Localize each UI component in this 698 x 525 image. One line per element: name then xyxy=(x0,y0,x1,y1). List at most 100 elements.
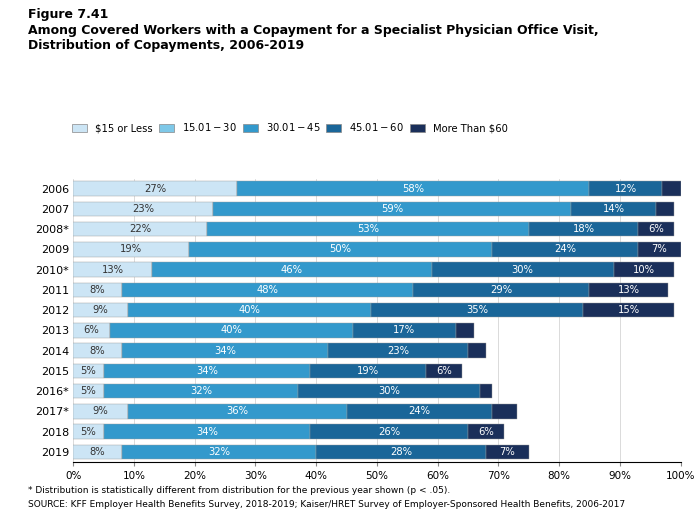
Text: 58%: 58% xyxy=(402,184,424,194)
Bar xyxy=(584,303,674,318)
Bar xyxy=(346,404,492,418)
Bar xyxy=(492,404,517,418)
Text: 28%: 28% xyxy=(390,447,413,457)
Bar xyxy=(122,282,413,297)
Text: 32%: 32% xyxy=(190,386,211,396)
Text: 19%: 19% xyxy=(120,244,142,255)
Bar xyxy=(73,181,237,196)
Text: 6%: 6% xyxy=(84,326,99,335)
Text: 7%: 7% xyxy=(651,244,667,255)
Bar xyxy=(110,323,352,338)
Legend: $15 or Less, $15.01 - $30, $30.01 - $45, $45.01 - $60, More Than $60: $15 or Less, $15.01 - $30, $30.01 - $45,… xyxy=(72,121,508,133)
Bar xyxy=(614,262,674,277)
Bar xyxy=(468,343,487,358)
Bar xyxy=(73,303,128,318)
Text: 34%: 34% xyxy=(214,345,236,355)
Text: 6%: 6% xyxy=(436,366,452,376)
Text: 5%: 5% xyxy=(80,427,96,437)
Text: 8%: 8% xyxy=(90,285,105,295)
Text: Distribution of Copayments, 2006-2019: Distribution of Copayments, 2006-2019 xyxy=(28,39,304,52)
Bar xyxy=(73,323,110,338)
Bar xyxy=(468,424,505,439)
Bar xyxy=(73,343,122,358)
Bar xyxy=(103,384,298,398)
Bar xyxy=(487,445,529,459)
Bar xyxy=(73,384,103,398)
Bar xyxy=(371,303,584,318)
Bar xyxy=(73,445,122,459)
Bar xyxy=(237,181,589,196)
Bar xyxy=(213,202,571,216)
Text: 13%: 13% xyxy=(618,285,640,295)
Bar xyxy=(73,222,207,236)
Bar xyxy=(122,445,316,459)
Bar xyxy=(638,242,681,257)
Bar xyxy=(128,404,346,418)
Bar xyxy=(456,323,474,338)
Text: 50%: 50% xyxy=(329,244,352,255)
Bar xyxy=(73,242,188,257)
Text: 30%: 30% xyxy=(512,265,533,275)
Text: 46%: 46% xyxy=(281,265,303,275)
Text: 8%: 8% xyxy=(90,447,105,457)
Bar xyxy=(310,364,426,378)
Text: 5%: 5% xyxy=(80,366,96,376)
Text: 22%: 22% xyxy=(129,224,151,234)
Text: Figure 7.41: Figure 7.41 xyxy=(28,8,108,21)
Text: 7%: 7% xyxy=(500,447,515,457)
Text: 29%: 29% xyxy=(491,285,512,295)
Text: 19%: 19% xyxy=(357,366,379,376)
Bar xyxy=(656,202,674,216)
Bar xyxy=(492,242,638,257)
Bar xyxy=(426,364,462,378)
Bar xyxy=(589,181,662,196)
Bar xyxy=(662,181,681,196)
Bar xyxy=(413,282,589,297)
Bar xyxy=(73,282,122,297)
Text: 27%: 27% xyxy=(144,184,166,194)
Text: 15%: 15% xyxy=(618,305,640,315)
Text: * Distribution is statistically different from distribution for the previous yea: * Distribution is statistically differen… xyxy=(28,486,450,495)
Text: 30%: 30% xyxy=(378,386,400,396)
Text: 26%: 26% xyxy=(378,427,400,437)
Bar xyxy=(328,343,468,358)
Text: 40%: 40% xyxy=(221,326,242,335)
Text: 59%: 59% xyxy=(381,204,403,214)
Bar xyxy=(571,202,656,216)
Bar xyxy=(431,262,614,277)
Text: SOURCE: KFF Employer Health Benefits Survey, 2018-2019; Kaiser/HRET Survey of Em: SOURCE: KFF Employer Health Benefits Sur… xyxy=(28,500,625,509)
Text: 6%: 6% xyxy=(648,224,664,234)
Bar xyxy=(310,424,468,439)
Bar xyxy=(122,343,328,358)
Bar xyxy=(73,364,103,378)
Text: 12%: 12% xyxy=(615,184,637,194)
Bar xyxy=(298,384,480,398)
Bar xyxy=(638,222,674,236)
Text: 40%: 40% xyxy=(239,305,260,315)
Text: 18%: 18% xyxy=(572,224,595,234)
Text: Among Covered Workers with a Copayment for a Specialist Physician Office Visit,: Among Covered Workers with a Copayment f… xyxy=(28,24,599,37)
Text: 48%: 48% xyxy=(257,285,279,295)
Text: 10%: 10% xyxy=(633,265,655,275)
Text: 53%: 53% xyxy=(357,224,379,234)
Bar xyxy=(316,445,487,459)
Text: 24%: 24% xyxy=(408,406,431,416)
Text: 6%: 6% xyxy=(478,427,494,437)
Text: 5%: 5% xyxy=(80,386,96,396)
Bar xyxy=(103,424,310,439)
Text: 13%: 13% xyxy=(102,265,124,275)
Bar xyxy=(207,222,529,236)
Text: 34%: 34% xyxy=(196,427,218,437)
Text: 23%: 23% xyxy=(387,345,409,355)
Text: 36%: 36% xyxy=(226,406,248,416)
Text: 23%: 23% xyxy=(132,204,154,214)
Text: 9%: 9% xyxy=(93,406,108,416)
Text: 34%: 34% xyxy=(196,366,218,376)
Bar xyxy=(128,303,371,318)
Bar xyxy=(529,222,638,236)
Bar xyxy=(480,384,492,398)
Bar xyxy=(73,202,213,216)
Bar xyxy=(589,282,669,297)
Text: 24%: 24% xyxy=(554,244,576,255)
Bar xyxy=(73,262,152,277)
